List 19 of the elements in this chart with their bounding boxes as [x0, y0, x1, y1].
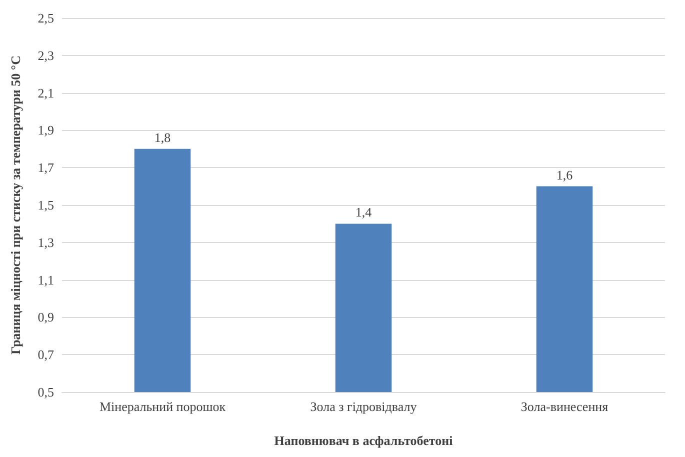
- x-tick-label: Мінеральний порошок: [99, 399, 226, 414]
- y-axis-title: Границя міцності при стиску за температури 50 °С: [8, 56, 23, 354]
- y-tick-label: 1,1: [38, 272, 54, 288]
- x-axis-title: Наповнювач в асфальтобетоні: [274, 433, 454, 448]
- y-tick-label: 2,5: [38, 10, 54, 26]
- y-tick-label: 2,1: [38, 85, 54, 100]
- y-tick-label: 0,9: [38, 310, 54, 325]
- y-tick-label: 0,5: [38, 384, 54, 400]
- y-tick-label: 1,9: [38, 122, 54, 138]
- data-label: 1,6: [556, 167, 574, 182]
- y-tick-label: 1,7: [38, 160, 54, 176]
- data-label: 1,4: [355, 204, 372, 220]
- y-tick-label: 1,3: [38, 234, 54, 250]
- y-tick-label: 2,3: [38, 48, 54, 63]
- data-label: 1,8: [154, 130, 171, 145]
- y-tick-label: 0,7: [38, 347, 54, 362]
- y-tick-label: 1,5: [38, 198, 54, 212]
- x-tick-label: Зола-винесення: [520, 399, 608, 414]
- x-tick-label: Зола з гідровідвалу: [310, 399, 418, 414]
